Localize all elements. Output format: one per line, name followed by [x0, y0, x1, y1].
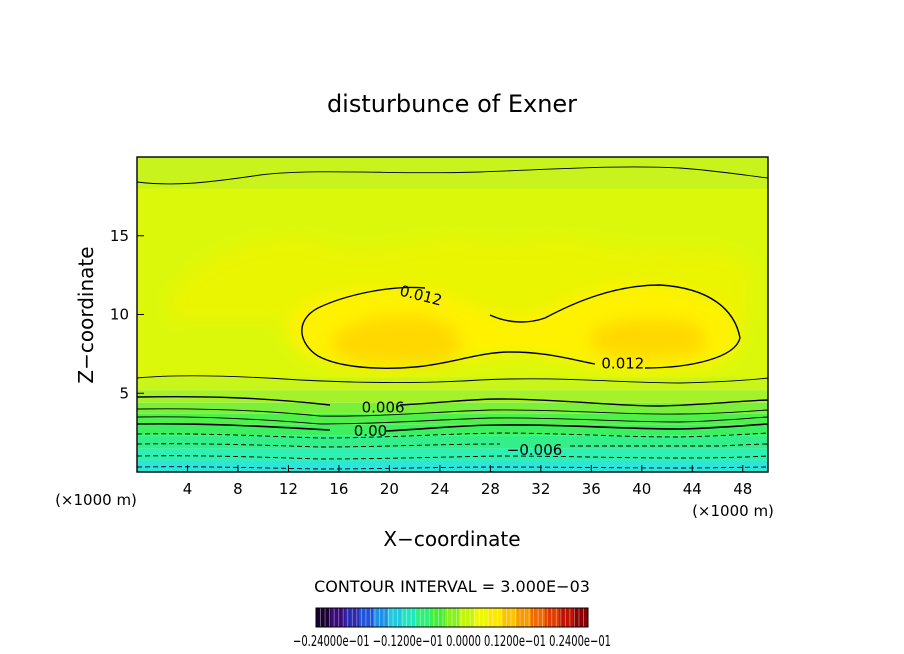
colorbar	[315, 608, 589, 627]
colorbar-cell	[487, 608, 503, 627]
contour-interval: CONTOUR INTERVAL = 3.000E−03	[314, 577, 590, 596]
colorbar-cell	[516, 608, 532, 627]
colorbar-cell	[530, 608, 546, 627]
colorbar-frame	[315, 607, 589, 628]
colorbar-cell	[316, 608, 331, 627]
x-axis-ticks: 4 8 12 16 20 24 28 32 36 40 44 48	[183, 465, 752, 498]
fill-band	[137, 460, 768, 472]
fill-band	[137, 448, 768, 461]
contour-mid-1	[137, 408, 768, 417]
colorbar-cell	[545, 608, 560, 627]
plot-area	[137, 157, 768, 472]
y-tick-label: 10	[110, 306, 129, 324]
colorbar-cell	[573, 608, 589, 627]
x-unit-left: (×1000 m)	[55, 491, 137, 509]
x-tick-label: 32	[531, 480, 550, 498]
contour-lines	[137, 166, 768, 470]
contour-neg-1	[137, 432, 768, 439]
y-axis-label: Z−coordinate	[74, 246, 98, 383]
fill-band	[137, 377, 768, 391]
x-tick-label: 4	[183, 480, 193, 498]
contour-neg-4	[137, 466, 768, 470]
x-tick-label: 16	[329, 480, 348, 498]
x-tick-label: 12	[279, 480, 298, 498]
contour-neg-3	[137, 455, 768, 460]
fill-band	[137, 435, 768, 449]
colorbar-cell	[430, 608, 446, 627]
contour-mid-2	[137, 416, 768, 425]
colorbar-cell	[330, 608, 346, 627]
y-axis-ticks: 5 10 15	[110, 227, 144, 402]
x-tick-label: 36	[582, 480, 601, 498]
x-tick-label: 20	[380, 480, 399, 498]
colorbar-cell	[401, 608, 417, 627]
contour-label: 0.012	[601, 354, 644, 372]
colorbar-cell	[444, 608, 460, 627]
contour-0.00	[137, 423, 768, 432]
x-tick-label: 48	[733, 480, 752, 498]
contour-upper-green	[137, 375, 768, 384]
contour-0.012	[301, 284, 741, 369]
colorbar-cell	[416, 608, 432, 627]
fill-band	[137, 402, 768, 414]
y-tick-label: 5	[119, 384, 129, 402]
colorbar-cell	[387, 608, 403, 627]
contour-label: −0.006	[507, 441, 563, 459]
x-tick-label: 40	[632, 480, 651, 498]
blob-core-left	[330, 315, 462, 365]
fill-band	[137, 424, 768, 436]
upper-blobs	[170, 238, 750, 372]
contour-label: 0.006	[362, 398, 405, 416]
colorbar-cell	[502, 608, 517, 627]
contour-label: 0.00	[354, 422, 387, 440]
colorbar-cell	[459, 608, 474, 627]
x-unit-right: (×1000 m)	[692, 502, 774, 520]
x-tick-label: 24	[430, 480, 449, 498]
colorbar-cell	[473, 608, 489, 627]
colorbar-labels: −0.24000e−01 −0.1200e−01 0.0000 0.1200e−…	[293, 632, 611, 650]
fill-band	[137, 390, 768, 403]
x-tick-label: 44	[683, 480, 702, 498]
x-tick-label: 8	[233, 480, 243, 498]
contour-top	[137, 166, 768, 185]
contour-neg-2	[137, 443, 768, 448]
x-axis-label: X−coordinate	[383, 527, 520, 551]
chart-title: disturbunce of Exner	[327, 90, 577, 118]
x-tick-label: 28	[481, 480, 500, 498]
blob-core-right	[590, 318, 707, 359]
colorbar-cell	[559, 608, 575, 627]
colorbar-cell	[358, 608, 374, 627]
colorbar-cell	[344, 608, 360, 627]
contour-0.006	[137, 395, 768, 407]
y-tick-label: 15	[110, 227, 129, 245]
colorbar-cell	[373, 608, 389, 627]
